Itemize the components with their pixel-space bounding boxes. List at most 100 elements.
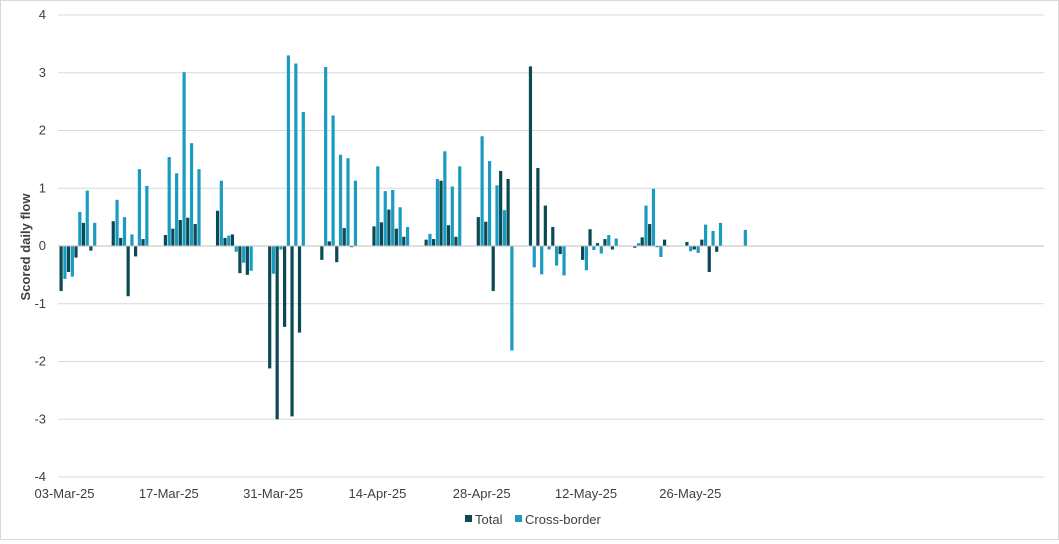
bar-cross-border <box>711 230 715 246</box>
bar-total <box>275 246 279 420</box>
bar-cross-border <box>271 246 276 274</box>
bar-total <box>126 246 130 297</box>
bar-cross-border <box>227 235 231 246</box>
bar-cross-border <box>718 222 723 246</box>
bar-total <box>543 205 547 246</box>
y-tick-label: 3 <box>39 65 46 80</box>
bar-total <box>648 224 652 246</box>
bar-cross-border <box>122 217 127 247</box>
bar-cross-border <box>614 238 618 246</box>
bar-cross-border <box>182 72 186 246</box>
bar-cross-border <box>644 205 648 246</box>
bar-cross-border <box>391 189 395 246</box>
bar-cross-border <box>197 169 201 246</box>
bar-cross-border <box>743 229 747 246</box>
bar-total <box>350 246 354 248</box>
x-tick-label: 31-Mar-25 <box>243 486 303 501</box>
bar-cross-border <box>532 246 536 268</box>
bar-cross-border <box>406 226 410 246</box>
bar-total <box>506 179 510 246</box>
bar-total <box>223 237 227 246</box>
bar-total <box>610 246 614 250</box>
bar-total <box>387 209 391 246</box>
bar-cross-border <box>607 235 611 246</box>
y-tick-label: 1 <box>39 180 46 195</box>
bar-total <box>662 239 667 246</box>
bar-total <box>700 239 704 246</box>
legend: Total Cross-border <box>465 512 602 527</box>
bar-total <box>290 246 294 417</box>
bar-total <box>707 246 711 272</box>
bar-total <box>551 226 555 246</box>
y-tick-label: -2 <box>34 354 46 369</box>
bar-cross-border <box>584 246 588 271</box>
bar-total <box>327 241 331 246</box>
legend-label-cross-border: Cross-border <box>525 512 602 527</box>
bar-total <box>476 217 480 247</box>
bar-total <box>372 226 376 246</box>
y-axis-title: Scored daily flow <box>18 193 33 301</box>
bar-cross-border <box>175 173 179 246</box>
bar-cross-border <box>93 222 97 246</box>
bar-cross-border <box>398 207 402 246</box>
bar-total <box>163 235 167 246</box>
bar-total <box>446 225 451 246</box>
bar-total <box>685 241 689 246</box>
bar-cross-border <box>167 157 171 246</box>
bar-total <box>633 246 637 248</box>
bar-total <box>394 228 398 246</box>
bar-cross-border <box>659 246 663 257</box>
bar-total <box>342 228 346 246</box>
bar-cross-border <box>346 158 350 246</box>
bar-cross-border <box>510 246 514 351</box>
bar-cross-border <box>502 210 507 246</box>
bar-total <box>141 239 145 246</box>
y-tick-label: -4 <box>34 469 46 484</box>
bar-total <box>640 237 644 246</box>
bar-cross-border <box>85 190 89 246</box>
bar-total <box>74 246 78 258</box>
x-tick-label: 12-May-25 <box>555 486 617 501</box>
bar-total <box>454 236 458 246</box>
bar-total <box>491 246 495 292</box>
bar-cross-border <box>428 233 432 246</box>
bar-cross-border <box>301 112 305 247</box>
y-axis-ticks: -4 -3 -2 -1 0 1 2 3 4 <box>34 7 46 484</box>
bar-total <box>655 246 659 248</box>
bars <box>59 55 747 420</box>
bar-cross-border <box>279 246 283 250</box>
legend-label-total: Total <box>475 512 503 527</box>
bar-cross-border <box>383 191 387 246</box>
bar-cross-border <box>562 246 566 276</box>
bar-cross-border <box>547 246 551 250</box>
bar-cross-border <box>286 55 290 247</box>
bar-cross-border <box>495 185 499 246</box>
bar-cross-border <box>435 179 439 246</box>
bar-total <box>230 234 235 246</box>
bar-cross-border <box>540 246 544 275</box>
bar-total <box>424 239 428 246</box>
bar-cross-border <box>376 166 380 246</box>
bar-total <box>186 217 190 246</box>
bar-total <box>268 246 272 369</box>
x-axis-ticks: 03-Mar-25 17-Mar-25 31-Mar-25 14-Apr-25 28-A… <box>35 486 722 501</box>
bar-cross-border <box>651 188 656 246</box>
bar-cross-border <box>704 224 708 246</box>
bar-cross-border <box>689 246 693 252</box>
bar-cross-border <box>599 246 603 254</box>
bar-cross-border <box>137 169 141 246</box>
bar-total <box>528 66 533 247</box>
bar-total <box>588 229 592 246</box>
bar-cross-border <box>450 186 454 246</box>
legend-swatch-total <box>465 515 472 522</box>
bar-total <box>379 222 384 246</box>
bar-total <box>66 246 71 272</box>
bar-total <box>171 228 175 246</box>
bar-total <box>81 222 86 246</box>
bar-total <box>193 224 197 246</box>
bar-total <box>715 246 719 252</box>
bar-cross-border <box>636 243 641 246</box>
bar-total <box>558 246 562 255</box>
bar-cross-border <box>70 246 74 277</box>
bar-total <box>402 236 406 246</box>
